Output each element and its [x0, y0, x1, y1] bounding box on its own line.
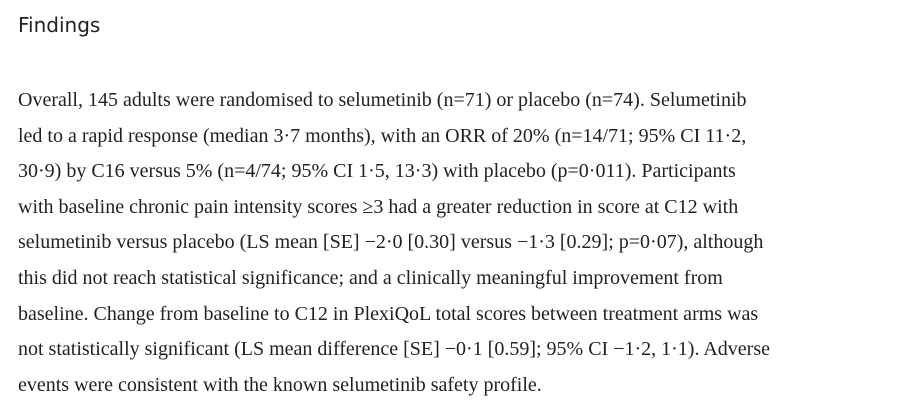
text-line: 30·9) by C16 versus 5% (n=4/74; 95% CI 1… [18, 160, 736, 183]
paragraph: Overall, 145 adults were randomised to s… [18, 83, 893, 403]
text-line: Overall, 145 adults were randomised to s… [18, 89, 747, 111]
text-line: events were consistent with the known se… [18, 373, 542, 396]
text-line: led to a rapid response (median 3·7 mont… [18, 124, 747, 147]
text-line: not statistically significant (LS mean d… [18, 338, 771, 361]
text-line: baseline. Change from baseline to C12 in… [18, 302, 759, 325]
text-line: selumetinib versus placebo (LS mean [SE]… [18, 231, 764, 254]
text-line: with baseline chronic pain intensity sco… [18, 195, 739, 218]
section-heading: Findings [18, 13, 101, 37]
text-line: this did not reach statistical significa… [18, 266, 723, 289]
